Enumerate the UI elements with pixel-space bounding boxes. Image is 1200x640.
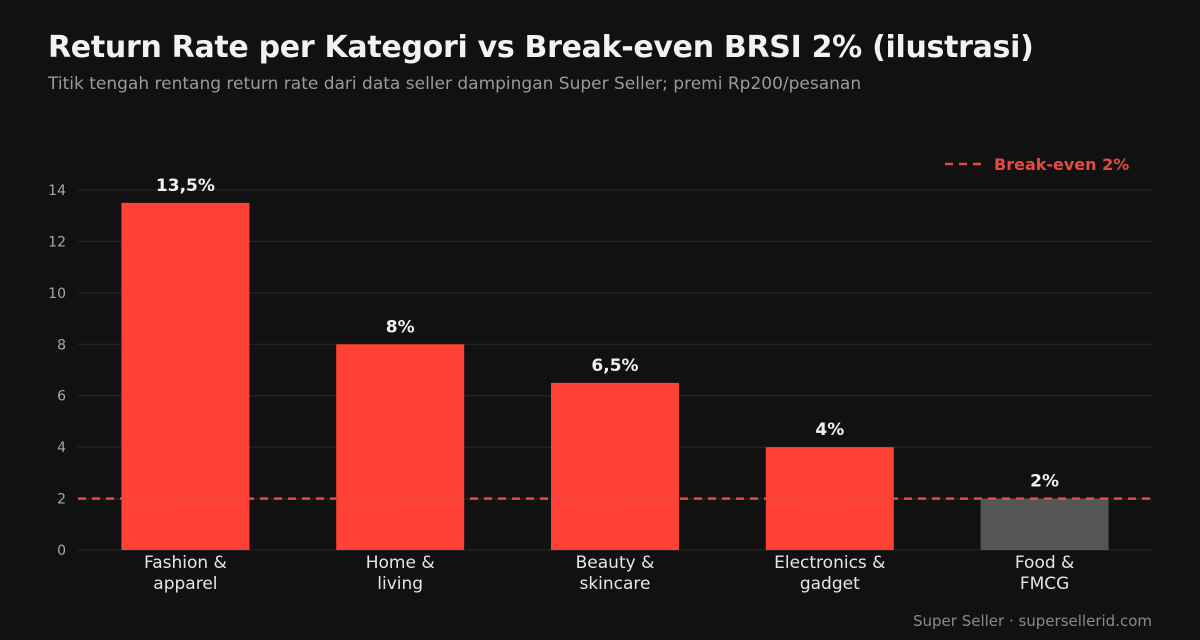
data-label: 2%: [1030, 472, 1059, 492]
data-label: 8%: [386, 317, 415, 337]
legend-label: Break-even 2%: [994, 155, 1129, 174]
x-tick-label: FMCG: [1020, 574, 1070, 594]
x-tick-label: Home &: [366, 553, 435, 573]
data-label: 6,5%: [591, 356, 638, 376]
bars: [121, 202, 1109, 550]
x-tick-label: apparel: [153, 574, 217, 594]
x-tick-label: living: [377, 574, 423, 594]
bar: [765, 447, 894, 550]
chart-title: Return Rate per Kategori vs Break-even B…: [48, 30, 1034, 65]
x-tick-label: Food &: [1015, 553, 1074, 573]
x-tick-label: Fashion &: [144, 553, 227, 573]
bar: [121, 202, 250, 550]
y-tick-label: 8: [57, 337, 66, 353]
source-footer: Super Seller · supersellerid.com: [912, 612, 1152, 630]
y-tick-label: 4: [57, 440, 66, 456]
bar: [336, 344, 465, 550]
x-tick-label: Electronics &: [774, 553, 885, 573]
x-axis-ticks: Fashion &apparel Home &living Beauty &skin…: [144, 553, 1074, 594]
bar: [551, 382, 679, 550]
x-tick-label: gadget: [800, 574, 860, 594]
y-tick-label: 0: [57, 543, 66, 559]
data-label: 13,5%: [156, 176, 215, 196]
x-tick-label: skincare: [579, 574, 650, 594]
y-tick-label: 2: [57, 492, 66, 508]
chart-subtitle: Titik tengah rentang return rate dari da…: [48, 74, 862, 94]
y-tick-label: 14: [48, 183, 66, 199]
data-labels: 13,5% 8% 6,5% 4% 2%: [156, 176, 1059, 492]
y-axis-ticks: 0 2 4 6 8 10 12 14: [48, 183, 66, 559]
x-tick-label: Beauty &: [576, 553, 655, 573]
data-label: 4%: [815, 420, 844, 440]
bar: [980, 498, 1109, 550]
y-tick-label: 10: [48, 286, 66, 302]
legend: Break-even 2%: [945, 155, 1129, 174]
y-tick-label: 12: [48, 234, 66, 250]
y-tick-label: 6: [57, 389, 66, 405]
